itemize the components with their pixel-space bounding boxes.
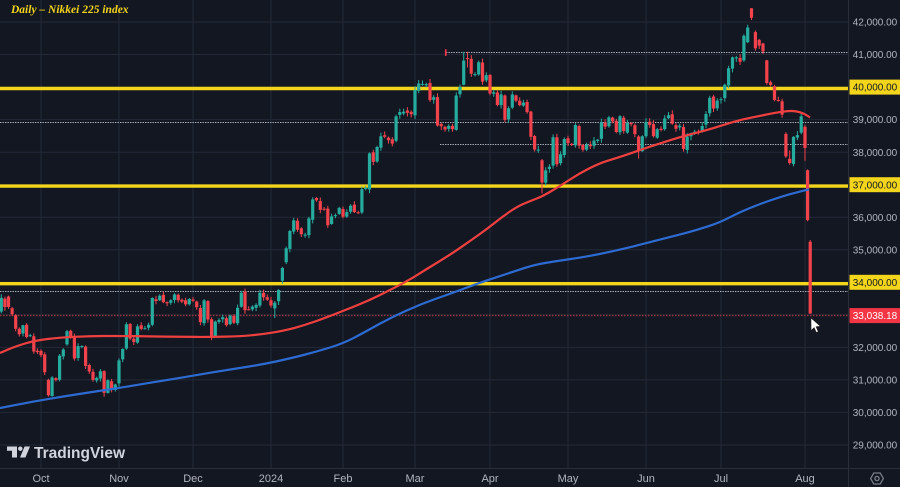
svg-text:33,038.18: 33,038.18 — [853, 311, 898, 322]
svg-text:Dec: Dec — [183, 473, 203, 485]
svg-text:35,000.00: 35,000.00 — [853, 245, 898, 256]
svg-text:Daily – Nikkei 225 index: Daily – Nikkei 225 index — [10, 4, 129, 16]
svg-text:Mar: Mar — [406, 473, 425, 485]
svg-text:39,000.00: 39,000.00 — [853, 115, 898, 126]
svg-text:40,000.00: 40,000.00 — [853, 83, 898, 94]
svg-text:36,000.00: 36,000.00 — [853, 213, 898, 224]
svg-text:30,000.00: 30,000.00 — [853, 408, 898, 419]
svg-text:42,000.00: 42,000.00 — [853, 18, 898, 29]
svg-text:TradingView: TradingView — [34, 445, 126, 462]
svg-text:34,000.00: 34,000.00 — [853, 278, 898, 289]
svg-text:Jul: Jul — [714, 473, 728, 485]
svg-text:37,000.00: 37,000.00 — [853, 180, 898, 191]
svg-text:Feb: Feb — [334, 473, 353, 485]
svg-text:Oct: Oct — [32, 473, 49, 485]
svg-text:32,000.00: 32,000.00 — [853, 343, 898, 354]
svg-text:29,000.00: 29,000.00 — [853, 441, 898, 452]
svg-text:Nov: Nov — [109, 473, 129, 485]
svg-text:31,000.00: 31,000.00 — [853, 376, 898, 387]
svg-text:Aug: Aug — [795, 473, 815, 485]
svg-text:41,000.00: 41,000.00 — [853, 50, 898, 61]
svg-text:2024: 2024 — [259, 473, 283, 485]
svg-text:Jun: Jun — [637, 473, 655, 485]
svg-text:38,000.00: 38,000.00 — [853, 148, 898, 159]
svg-text:May: May — [558, 473, 579, 485]
svg-text:Apr: Apr — [481, 473, 498, 485]
